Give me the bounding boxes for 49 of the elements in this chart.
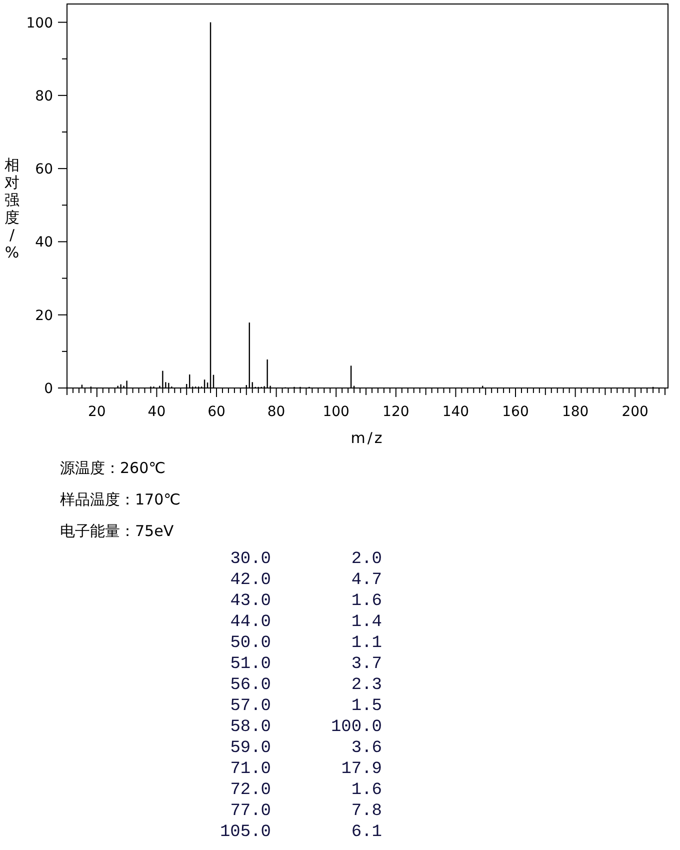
- text: 17.9: [341, 760, 382, 779]
- text: 3.6: [351, 739, 382, 758]
- text: 2.3: [351, 676, 382, 695]
- text: 77.0: [230, 802, 271, 821]
- x-axis-title: m/z: [350, 429, 384, 447]
- y-tick-label: 100: [26, 15, 53, 32]
- text: 6.1: [351, 823, 382, 842]
- text: 59.0: [230, 739, 271, 758]
- text: 71.0: [230, 760, 271, 779]
- x-tick-label: 40: [148, 404, 166, 420]
- text: 57.0: [230, 697, 271, 716]
- x-tick-label: 100: [322, 404, 350, 420]
- text: 44.0: [230, 613, 271, 632]
- text: 1.6: [351, 592, 382, 611]
- text: 1.1: [351, 634, 382, 653]
- x-tick-label: 160: [502, 404, 529, 420]
- x-tick-label: 180: [562, 404, 589, 420]
- text: 1.6: [351, 781, 382, 800]
- text: 51.0: [230, 655, 271, 674]
- text: 42.0: [230, 571, 271, 590]
- text: 1.4: [351, 613, 382, 632]
- text: 50.0: [230, 634, 271, 653]
- text: 4.7: [351, 571, 382, 590]
- text: 72.0: [230, 781, 271, 800]
- x-tick-label: 120: [382, 404, 410, 420]
- x-tick-label: 140: [442, 404, 470, 420]
- text: 30.0: [230, 550, 271, 569]
- text: 56.0: [230, 676, 271, 695]
- text: 100.0: [330, 718, 382, 737]
- text: 58.0: [230, 718, 271, 737]
- text: 43.0: [230, 592, 271, 611]
- text: 1.5: [351, 697, 382, 716]
- y-tick-label: 20: [35, 308, 53, 324]
- text: 105.0: [220, 823, 271, 842]
- y-tick-label: 40: [35, 234, 53, 251]
- text: 3.7: [351, 655, 382, 674]
- text: 电子能量：75eV: [60, 522, 174, 540]
- y-axis-title: 相对强度/%: [4, 156, 20, 262]
- y-tick-label: 0: [44, 381, 53, 397]
- y-tick-label: 60: [35, 162, 53, 178]
- x-tick-label: 60: [208, 404, 226, 420]
- text: 样品温度：170℃: [60, 490, 180, 508]
- x-tick-label: 80: [267, 404, 286, 420]
- x-tick-label: 200: [622, 404, 648, 420]
- text: 源温度：260℃: [60, 459, 166, 477]
- y-tick-label: 80: [35, 88, 53, 104]
- text: 7.8: [351, 802, 382, 821]
- x-tick-label: 20: [88, 404, 106, 420]
- text: 2.0: [351, 550, 382, 569]
